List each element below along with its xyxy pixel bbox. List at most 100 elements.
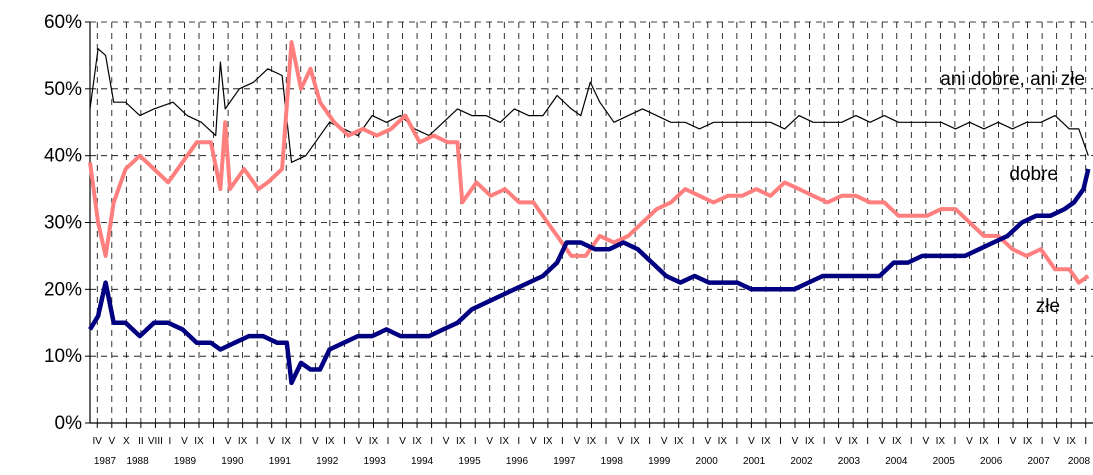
x-month-label: IX — [282, 436, 292, 447]
x-month-label: V — [356, 436, 363, 447]
gridlines — [90, 21, 1093, 423]
x-month-label: IX — [1066, 436, 1076, 447]
x-year-label: 2000 — [696, 456, 719, 467]
x-month-label: IX — [761, 436, 771, 447]
x-month-label: I — [299, 436, 302, 447]
x-year-label: 2001 — [743, 456, 766, 467]
x-month-label: IX — [892, 436, 902, 447]
x-month-label: IX — [194, 436, 204, 447]
x-month-label: I — [648, 436, 651, 447]
y-tick-label: 30% — [44, 213, 82, 234]
x-month-label: V — [1053, 436, 1060, 447]
x-month-label: V — [225, 436, 232, 447]
y-axis: 0% 10% 20% 30% 40% 50% 60% — [44, 12, 91, 434]
x-year-label: 2007 — [1027, 456, 1050, 467]
x-year-label: 1999 — [648, 456, 671, 467]
x-month-label: IX — [979, 436, 989, 447]
x-month-label: IX — [412, 436, 422, 447]
x-month-label: I — [474, 436, 477, 447]
x-month-label: V — [399, 436, 406, 447]
x-month-label: IX — [1023, 436, 1033, 447]
x-month-label: V — [922, 436, 929, 447]
y-tick-label: 40% — [44, 146, 82, 167]
x-year-label: 2008 — [1068, 456, 1091, 467]
x-month-label: IX — [325, 436, 335, 447]
x-month-label: I — [1041, 436, 1044, 447]
x-year-label: 2003 — [838, 456, 861, 467]
y-tick-label: 0% — [55, 413, 83, 434]
x-month-label: V — [792, 436, 799, 447]
series-line-1 — [89, 48, 1089, 163]
x-year-label: 1991 — [269, 456, 292, 467]
y-tick-label: 60% — [44, 12, 82, 33]
x-month-label: V — [704, 436, 711, 447]
x-month-label: I — [169, 436, 172, 447]
x-month-label: V — [486, 436, 493, 447]
x-month-label: V — [617, 436, 624, 447]
x-month-label: IX — [718, 436, 728, 447]
x-month-label: V — [268, 436, 275, 447]
x-year-label: 1989 — [174, 456, 197, 467]
x-year-label: 1994 — [411, 456, 434, 467]
x-year-label: 1998 — [601, 456, 624, 467]
x-month-label: IX — [456, 436, 466, 447]
series-annotations: ani dobre, ani złe dobre złe — [940, 69, 1085, 317]
x-month-label: I — [692, 436, 695, 447]
x-month-label: I — [561, 436, 564, 447]
y-tick-label: 10% — [44, 346, 82, 367]
x-year-label: 2005 — [933, 456, 956, 467]
x-year-label: 1987 — [94, 456, 117, 467]
x-month-label: V — [748, 436, 755, 447]
x-month-label: V — [879, 436, 886, 447]
x-month-label: I — [430, 436, 433, 447]
x-month-label: I — [910, 436, 913, 447]
x-month-label: V — [574, 436, 581, 447]
x-month-label: I — [517, 436, 520, 447]
x-month-label: II — [138, 436, 144, 447]
series-line-3 — [88, 168, 1091, 386]
x-month-label: I — [387, 436, 390, 447]
x-month-label: I — [256, 436, 259, 447]
x-year-label: 1995 — [458, 456, 481, 467]
x-month-label: V — [443, 436, 450, 447]
x-year-label: 1988 — [126, 456, 149, 467]
x-month-label: IV — [93, 436, 103, 447]
x-year-label: 2006 — [980, 456, 1003, 467]
x-month-label: V — [181, 436, 188, 447]
x-month-label: I — [735, 436, 738, 447]
x-month-label: IX — [630, 436, 640, 447]
x-month-label: IX — [369, 436, 379, 447]
x-month-label: IX — [543, 436, 553, 447]
x-month-label: I — [954, 436, 957, 447]
x-month-label: IX — [936, 436, 946, 447]
x-month-label: IX — [587, 436, 597, 447]
series-annotation: ani dobre, ani złe — [940, 69, 1085, 90]
x-year-label: 2004 — [885, 456, 908, 467]
x-month-label: I — [866, 436, 869, 447]
x-month-label: V — [312, 436, 319, 447]
x-month-label: VIII — [148, 436, 163, 447]
x-month-label: IX — [848, 436, 858, 447]
x-month-label: IX — [805, 436, 815, 447]
x-month-label: IX — [500, 436, 510, 447]
x-month-label: I — [605, 436, 608, 447]
x-axis: IV V X II VIII I V IX I V IX I V IX I V IX I V IX I V IX I V IX I V… — [90, 422, 1093, 467]
x-month-label: I — [779, 436, 782, 447]
series-lines — [88, 40, 1091, 386]
y-tick-label: 20% — [44, 279, 82, 300]
x-month-label: V — [1010, 436, 1017, 447]
x-month-label: I — [212, 436, 215, 447]
x-year-label: 2002 — [790, 456, 813, 467]
x-month-label: V — [966, 436, 973, 447]
x-month-label: IX — [674, 436, 684, 447]
x-month-label: I — [1084, 436, 1087, 447]
x-month-label: X — [123, 436, 130, 447]
series-line-2 — [88, 40, 1090, 285]
x-month-label: V — [835, 436, 842, 447]
x-year-label: 1990 — [221, 456, 244, 467]
x-month-label: I — [997, 436, 1000, 447]
x-month-label: V — [530, 436, 537, 447]
series-annotation: dobre — [1009, 164, 1058, 185]
series-annotation: złe — [1036, 296, 1060, 317]
